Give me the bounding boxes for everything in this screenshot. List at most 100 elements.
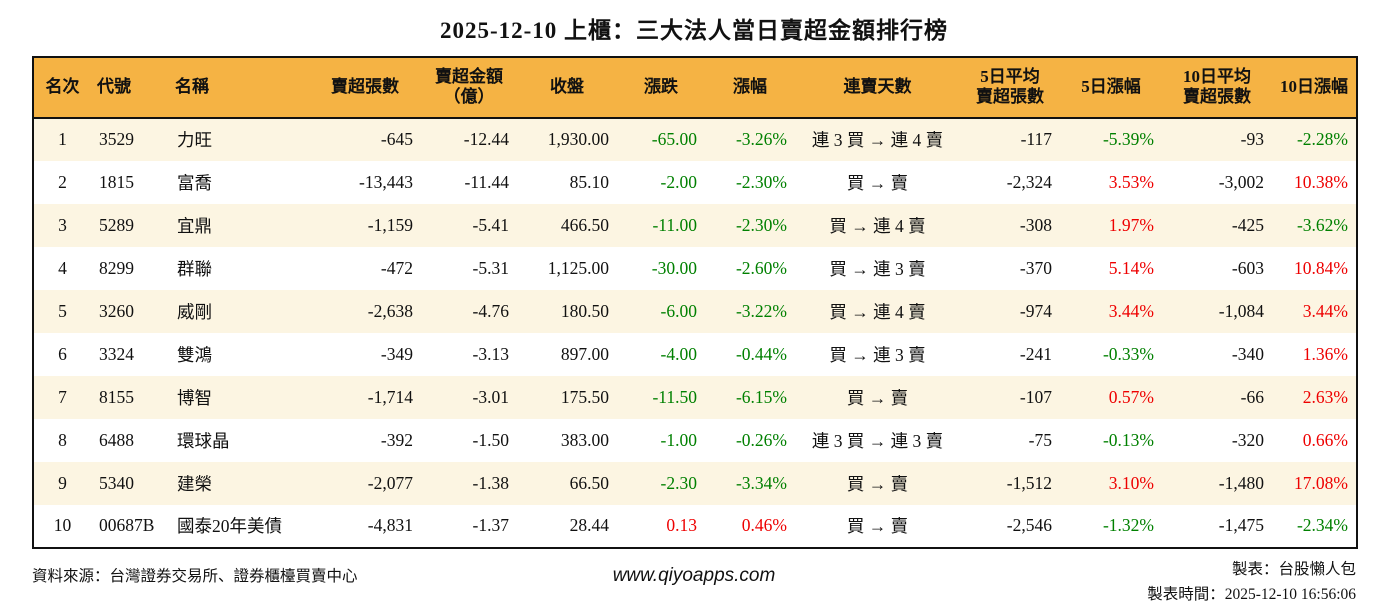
table-row: 8 6488 環球晶 -392 -1.50 383.00 -1.00 -0.26% 連 3 買 … bbox=[33, 418, 1357, 462]
credits-block: 製表：台股懶人包 製表時間：2025-12-10 16:56:06 bbox=[775, 557, 1356, 608]
cell-sell-streak: 買 → 賣 bbox=[846, 473, 909, 494]
cell-rank: 7 bbox=[58, 386, 67, 407]
cell-sell-streak: 買 → 連 4 賣 bbox=[829, 215, 926, 236]
cell-avg10-sell-shares: -1,480 bbox=[1218, 472, 1264, 493]
cell-close: 466.50 bbox=[560, 214, 609, 235]
cell-rank: 3 bbox=[58, 214, 67, 235]
col-header-sell-streak: 連賣天數 bbox=[795, 56, 960, 119]
table-row: 7 8155 博智 -1,714 -3.01 175.50 -11.50 -6.15% 買 → … bbox=[33, 375, 1357, 419]
cell-code: 6488 bbox=[99, 429, 134, 450]
cell-avg5-sell-shares: -107 bbox=[1019, 386, 1052, 407]
cell-change: 0.13 bbox=[666, 515, 697, 536]
cell-avg10-sell-shares: -1,475 bbox=[1218, 515, 1264, 536]
cell-close: 383.00 bbox=[560, 429, 609, 450]
cell-name: 富喬 bbox=[177, 172, 212, 193]
cell-avg5-sell-shares: -370 bbox=[1019, 257, 1052, 278]
cell-sell-streak: 買 → 連 4 賣 bbox=[829, 301, 926, 322]
cell-avg5-sell-shares: -75 bbox=[1028, 429, 1052, 450]
cell-change: -2.30 bbox=[660, 472, 697, 493]
cell-avg5-sell-shares: -974 bbox=[1019, 300, 1052, 321]
cell-change-pct: -2.30% bbox=[735, 171, 787, 192]
cell-pct-5d: 1.97% bbox=[1108, 214, 1154, 235]
cell-pct-10d: 1.36% bbox=[1302, 343, 1348, 364]
cell-change-pct: -6.15% bbox=[735, 386, 787, 407]
cell-pct-5d: 3.44% bbox=[1108, 300, 1154, 321]
cell-avg5-sell-shares: -1,512 bbox=[1006, 472, 1052, 493]
cell-name: 國泰20年美債 bbox=[177, 516, 282, 537]
cell-code: 3324 bbox=[99, 343, 134, 364]
cell-name: 力旺 bbox=[177, 130, 212, 151]
cell-sell-amount: -1.50 bbox=[472, 429, 509, 450]
cell-pct-10d: 0.66% bbox=[1302, 429, 1348, 450]
table-body: 1 3529 力旺 -645 -12.44 1,930.00 -65.00 -3.26% 連 3… bbox=[33, 117, 1357, 548]
col-header-avg5-sell-shares: 5日平均 賣超張數 bbox=[960, 56, 1060, 119]
table-row: 1 3529 力旺 -645 -12.44 1,930.00 -65.00 -3.26% 連 3… bbox=[33, 117, 1357, 161]
cell-sell-streak: 買 → 賣 bbox=[846, 516, 909, 537]
cell-sell-amount: -1.38 bbox=[472, 472, 509, 493]
cell-avg10-sell-shares: -1,084 bbox=[1218, 300, 1264, 321]
col-header-change-pct: 漲幅 bbox=[705, 56, 795, 119]
cell-change: -11.50 bbox=[652, 386, 697, 407]
cell-sell-streak: 買 → 連 3 賣 bbox=[829, 258, 926, 279]
table-row: 5 3260 威剛 -2,638 -4.76 180.50 -6.00 -3.22% 買 → 連… bbox=[33, 289, 1357, 333]
cell-change-pct: -3.22% bbox=[735, 300, 787, 321]
cell-avg10-sell-shares: -603 bbox=[1231, 257, 1264, 278]
cell-avg10-sell-shares: -320 bbox=[1231, 429, 1264, 450]
cell-pct-10d: 3.44% bbox=[1302, 300, 1348, 321]
table-row: 10 00687B 國泰20年美債 -4,831 -1.37 28.44 0.13 0.46%… bbox=[33, 504, 1357, 548]
cell-close: 1,930.00 bbox=[547, 129, 609, 150]
cell-sell-shares: -472 bbox=[380, 257, 413, 278]
cell-code: 8155 bbox=[99, 386, 134, 407]
cell-sell-streak: 連 3 買 → 連 4 賣 bbox=[811, 130, 944, 151]
col-header-change: 漲跌 bbox=[617, 56, 705, 119]
cell-pct-5d: -5.39% bbox=[1102, 129, 1154, 150]
table-row: 3 5289 宜鼎 -1,159 -5.41 466.50 -11.00 -2.30% 買 → … bbox=[33, 203, 1357, 247]
cell-rank: 6 bbox=[58, 343, 67, 364]
cell-pct-5d: -0.13% bbox=[1102, 429, 1154, 450]
cell-name: 威剛 bbox=[177, 301, 212, 322]
data-source-note: 資料來源：台灣證券交易所、證券櫃檯買賣中心 bbox=[32, 567, 358, 585]
cell-pct-10d: 17.08% bbox=[1294, 472, 1348, 493]
cell-sell-amount: -1.37 bbox=[472, 515, 509, 536]
cell-change-pct: -2.60% bbox=[735, 257, 787, 278]
cell-avg5-sell-shares: -308 bbox=[1019, 214, 1052, 235]
table-header-row: 名次 代號 名稱 賣超張數 賣超金額 （億） 收盤 漲跌 漲幅 連賣天數 5日平均 賣超張數 5日漲… bbox=[33, 56, 1357, 119]
cell-pct-10d: -3.62% bbox=[1296, 214, 1348, 235]
cell-code: 00687B bbox=[99, 515, 155, 536]
table-row: 6 3324 雙鴻 -349 -3.13 897.00 -4.00 -0.44% 買 → 連 3… bbox=[33, 332, 1357, 376]
cell-pct-5d: 0.57% bbox=[1108, 386, 1154, 407]
cell-avg5-sell-shares: -241 bbox=[1019, 343, 1052, 364]
cell-sell-shares: -349 bbox=[380, 343, 413, 364]
cell-change: -65.00 bbox=[651, 129, 697, 150]
cell-close: 175.50 bbox=[560, 386, 609, 407]
cell-sell-amount: -3.13 bbox=[472, 343, 509, 364]
cell-avg10-sell-shares: -93 bbox=[1240, 129, 1264, 150]
cell-pct-10d: -2.28% bbox=[1296, 129, 1348, 150]
cell-sell-shares: -645 bbox=[380, 129, 413, 150]
col-header-avg10-sell-shares: 10日平均 賣超張數 bbox=[1162, 56, 1272, 119]
cell-sell-amount: -3.01 bbox=[472, 386, 509, 407]
cell-change: -2.00 bbox=[660, 171, 697, 192]
cell-name: 環球晶 bbox=[177, 430, 230, 451]
cell-change-pct: -0.26% bbox=[735, 429, 787, 450]
cell-rank: 5 bbox=[58, 300, 67, 321]
cell-pct-10d: -2.34% bbox=[1296, 515, 1348, 536]
cell-change-pct: -3.26% bbox=[735, 129, 787, 150]
cell-sell-streak: 買 → 連 3 賣 bbox=[829, 344, 926, 365]
cell-rank: 9 bbox=[58, 472, 67, 493]
col-header-sell-shares: 賣超張數 bbox=[309, 56, 421, 119]
cell-name: 宜鼎 bbox=[177, 215, 212, 236]
made-time-label: 製表時間：2025-12-10 16:56:06 bbox=[1147, 586, 1356, 604]
cell-pct-5d: 5.14% bbox=[1108, 257, 1154, 278]
cell-close: 66.50 bbox=[569, 472, 609, 493]
cell-sell-amount: -4.76 bbox=[472, 300, 509, 321]
cell-sell-shares: -4,831 bbox=[367, 515, 413, 536]
cell-sell-amount: -12.44 bbox=[463, 129, 509, 150]
table-row: 4 8299 群聯 -472 -5.31 1,125.00 -30.00 -2.60% 買 → … bbox=[33, 246, 1357, 290]
cell-sell-shares: -2,077 bbox=[367, 472, 413, 493]
cell-sell-shares: -1,159 bbox=[367, 214, 413, 235]
cell-change: -1.00 bbox=[660, 429, 697, 450]
cell-name: 群聯 bbox=[177, 258, 212, 279]
cell-sell-amount: -5.41 bbox=[472, 214, 509, 235]
cell-code: 3529 bbox=[99, 129, 134, 150]
